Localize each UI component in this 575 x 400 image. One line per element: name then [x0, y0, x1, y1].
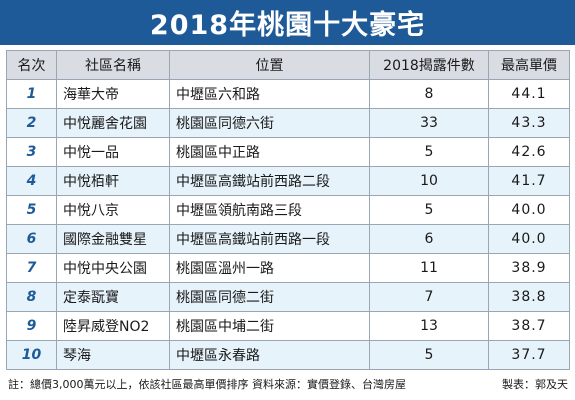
location-cell: 桃園區中埔二街: [169, 311, 370, 341]
community-name-cell: 海華大帝: [56, 79, 170, 109]
rank-cell: 8: [6, 282, 57, 312]
rank-cell: 9: [6, 311, 57, 341]
header-rank: 名次: [6, 50, 57, 80]
location-cell: 中壢區六和路: [169, 79, 370, 109]
price-cell: 38.7: [488, 311, 570, 341]
community-name-cell: 中悅栢軒: [56, 166, 170, 196]
table-row: 10 琴海 中壢區永春路 5 37.7: [6, 340, 570, 370]
price-cell: 40.0: [488, 195, 570, 225]
rank-cell: 4: [6, 166, 57, 196]
table-row: 3 中悅一品 桃園區中正路 5 42.6: [6, 137, 570, 167]
community-name-cell: 中悅麗舍花園: [56, 108, 170, 138]
table-row: 1 海華大帝 中壢區六和路 8 44.1: [6, 79, 570, 109]
credit: 製表：郭及天: [502, 378, 568, 391]
page-title: 2018年桃園十大豪宅: [0, 0, 575, 45]
ranking-table: 名次 社區名稱 位置 2018揭露件數 最高單價 1 海華大帝 中壢區六和路 8…: [6, 50, 570, 370]
community-name-cell: 國際金融雙星: [56, 224, 170, 254]
header-count: 2018揭露件數: [369, 50, 489, 80]
location-cell: 桃園區同德二街: [169, 282, 370, 312]
location-cell: 桃園區溫州一路: [169, 253, 370, 283]
rank-cell: 1: [6, 79, 57, 109]
rank-cell: 3: [6, 137, 57, 167]
source-note: 註：總價3,000萬元以上，依該社區最高單價排序 資料來源：實價登錄、台灣房屋: [8, 378, 406, 391]
price-cell: 41.7: [488, 166, 570, 196]
count-cell: 5: [369, 137, 489, 167]
price-cell: 37.7: [488, 340, 570, 370]
table-row: 5 中悅八京 中壢區領航南路三段 5 40.0: [6, 195, 570, 225]
rank-cell: 5: [6, 195, 57, 225]
count-cell: 8: [369, 79, 489, 109]
count-cell: 6: [369, 224, 489, 254]
footer: 註：總價3,000萬元以上，依該社區最高單價排序 資料來源：實價登錄、台灣房屋 …: [8, 376, 568, 394]
location-cell: 桃園區同德六街: [169, 108, 370, 138]
count-cell: 13: [369, 311, 489, 341]
location-cell: 桃園區中正路: [169, 137, 370, 167]
count-cell: 11: [369, 253, 489, 283]
header-community-name: 社區名稱: [56, 50, 170, 80]
table-row: 8 定泰翫寶 桃園區同德二街 7 38.8: [6, 282, 570, 312]
price-cell: 40.0: [488, 224, 570, 254]
count-cell: 33: [369, 108, 489, 138]
table-row: 7 中悅中央公園 桃園區溫州一路 11 38.9: [6, 253, 570, 283]
rank-cell: 10: [6, 340, 57, 370]
table-row: 6 國際金融雙星 中壢區高鐵站前西路一段 6 40.0: [6, 224, 570, 254]
location-cell: 中壢區高鐵站前西路二段: [169, 166, 370, 196]
count-cell: 7: [369, 282, 489, 312]
community-name-cell: 中悅八京: [56, 195, 170, 225]
location-cell: 中壢區永春路: [169, 340, 370, 370]
count-cell: 5: [369, 340, 489, 370]
price-cell: 42.6: [488, 137, 570, 167]
table-row: 4 中悅栢軒 中壢區高鐵站前西路二段 10 41.7: [6, 166, 570, 196]
location-cell: 中壢區領航南路三段: [169, 195, 370, 225]
price-cell: 43.3: [488, 108, 570, 138]
price-cell: 38.9: [488, 253, 570, 283]
price-cell: 44.1: [488, 79, 570, 109]
community-name-cell: 琴海: [56, 340, 170, 370]
rank-cell: 7: [6, 253, 57, 283]
community-name-cell: 陸昇威登NO2: [56, 311, 170, 341]
count-cell: 10: [369, 166, 489, 196]
community-name-cell: 中悅一品: [56, 137, 170, 167]
header-max-unit-price: 最高單價: [488, 50, 570, 80]
location-cell: 中壢區高鐵站前西路一段: [169, 224, 370, 254]
table-header-row: 名次 社區名稱 位置 2018揭露件數 最高單價: [6, 50, 570, 80]
rank-cell: 6: [6, 224, 57, 254]
rank-cell: 2: [6, 108, 57, 138]
community-name-cell: 中悅中央公園: [56, 253, 170, 283]
header-location: 位置: [169, 50, 370, 80]
table-row: 9 陸昇威登NO2 桃園區中埔二街 13 38.7: [6, 311, 570, 341]
count-cell: 5: [369, 195, 489, 225]
community-name-cell: 定泰翫寶: [56, 282, 170, 312]
table-row: 2 中悅麗舍花園 桃園區同德六街 33 43.3: [6, 108, 570, 138]
price-cell: 38.8: [488, 282, 570, 312]
